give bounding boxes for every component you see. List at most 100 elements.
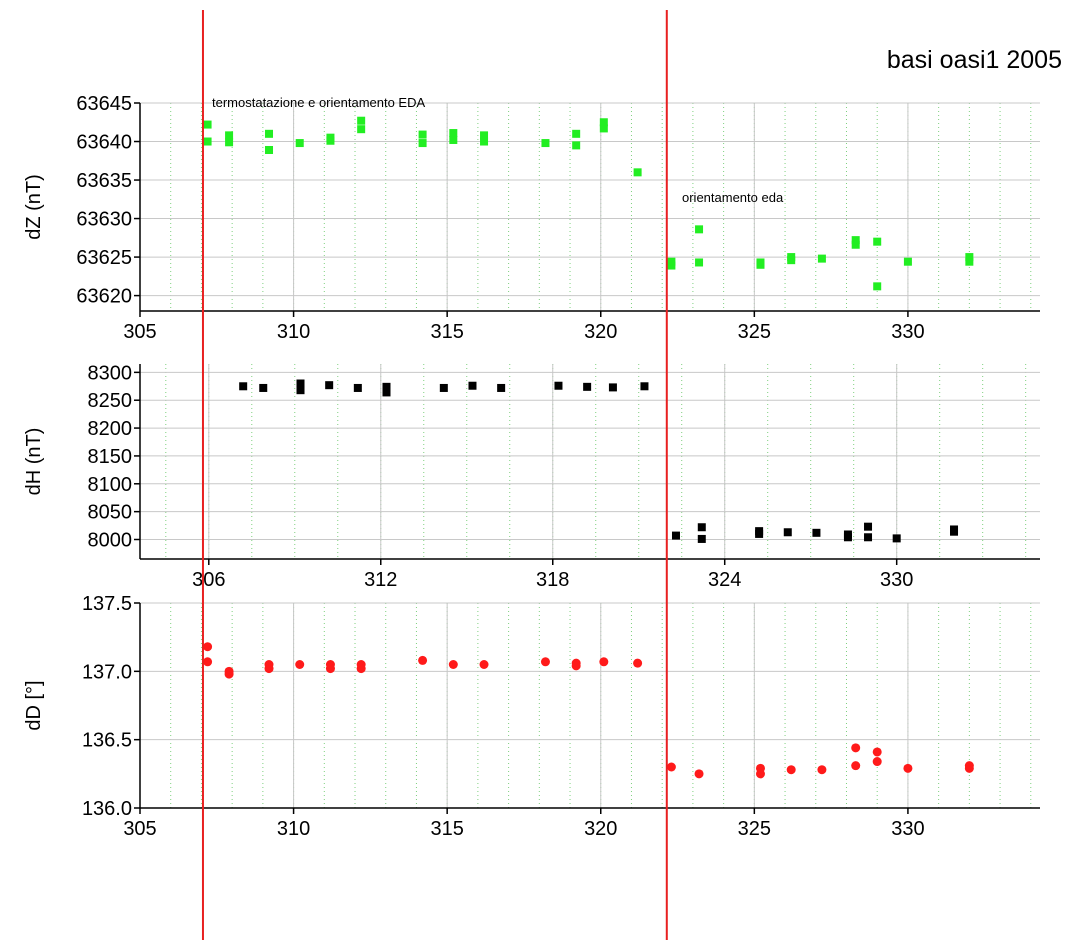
data-point (873, 237, 882, 246)
data-point (572, 129, 581, 138)
data-point (903, 763, 913, 773)
data-point (418, 139, 427, 148)
data-point (787, 256, 796, 265)
data-point (599, 118, 608, 127)
y-tick-label: 137.0 (82, 661, 132, 683)
x-tick-label: 325 (738, 321, 771, 343)
data-point (583, 382, 592, 391)
data-point (667, 261, 676, 270)
y-tick-label: 63630 (76, 209, 132, 231)
data-point (599, 657, 609, 667)
data-point (326, 136, 335, 145)
data-point (296, 386, 305, 395)
y-axis-title: dH (nT) (23, 428, 45, 496)
dd-panel: 136.0 136.5 137.0 137.5 305 310 315 320 325 330 dD… (23, 593, 1040, 840)
y-tick-label: 8200 (88, 418, 133, 440)
x-tick-label: 330 (891, 321, 924, 343)
data-point (755, 529, 764, 538)
x-tick-label: 320 (584, 818, 617, 840)
data-point (203, 657, 213, 667)
data-point (497, 383, 506, 392)
x-tick-label: 310 (277, 321, 310, 343)
y-tick-label: 8300 (88, 362, 133, 384)
x-tick-label: 315 (430, 321, 463, 343)
data-point (203, 642, 213, 652)
data-point (357, 116, 366, 125)
data-point (599, 124, 608, 133)
annotation-right-event: orientamento eda (682, 190, 784, 205)
data-point (694, 769, 704, 779)
data-point (239, 382, 248, 391)
y-axis-title: dZ (nT) (23, 174, 45, 240)
data-point (640, 382, 649, 391)
y-tick-label: 8000 (88, 530, 133, 552)
data-point (439, 383, 448, 392)
y-tick-label: 63635 (76, 170, 132, 192)
data-point (756, 260, 765, 269)
data-point (571, 661, 581, 671)
data-point (554, 381, 563, 390)
data-point (851, 240, 860, 249)
data-point (572, 141, 581, 150)
data-point (786, 765, 796, 775)
y-tick-label: 63625 (76, 247, 132, 269)
data-point (225, 131, 234, 140)
data-point (265, 129, 274, 138)
data-point (872, 747, 882, 757)
data-point (812, 528, 821, 537)
y-tick-label: 137.5 (82, 593, 132, 615)
data-point (356, 664, 366, 674)
annotation-left-event: termostatazione e orientamento EDA (212, 95, 425, 110)
data-point (264, 664, 274, 674)
y-tick-label: 8250 (88, 390, 133, 412)
data-point (295, 660, 305, 669)
x-tick-label: 330 (891, 818, 924, 840)
y-axis-title: dD [°] (23, 680, 45, 730)
y-tick-label: 63620 (76, 286, 132, 308)
data-point (480, 131, 489, 140)
data-point (296, 379, 305, 388)
data-point (892, 534, 901, 543)
data-point (965, 253, 974, 262)
data-point (203, 120, 212, 129)
x-tick-label: 315 (430, 818, 463, 840)
data-point (633, 168, 642, 177)
data-point (295, 139, 304, 148)
data-point (540, 657, 550, 667)
data-point (449, 135, 458, 144)
data-point (864, 522, 873, 531)
x-tick-label: 305 (123, 321, 156, 343)
data-point (325, 664, 335, 674)
data-point (259, 383, 268, 392)
dh-panel: 8000 8050 8100 8150 8200 8250 8300 306 312 318 324… (23, 362, 1040, 591)
data-point (448, 660, 458, 669)
x-tick-label: 330 (880, 569, 913, 591)
data-point (964, 763, 974, 773)
data-point (695, 225, 704, 234)
x-tick-label: 325 (738, 818, 771, 840)
data-point (851, 761, 861, 771)
y-tick-label: 8100 (88, 474, 133, 496)
y-tick-label: 8150 (88, 446, 133, 468)
data-point (695, 258, 704, 267)
data-point (755, 769, 765, 779)
data-point (325, 381, 334, 390)
data-point (872, 757, 882, 767)
y-tick-label: 63640 (76, 132, 132, 154)
data-point (480, 137, 489, 146)
data-point (418, 655, 428, 665)
x-tick-label: 320 (584, 321, 617, 343)
x-tick-label: 306 (192, 569, 225, 591)
event-lines (201, 10, 668, 940)
data-point (225, 138, 234, 147)
data-point (697, 534, 706, 543)
y-tick-label: 63645 (76, 93, 132, 115)
data-point (965, 257, 974, 266)
data-point (418, 130, 427, 139)
y-tick-label: 8050 (88, 502, 133, 524)
data-point (903, 257, 912, 266)
data-point (671, 531, 680, 540)
data-point (203, 137, 212, 146)
data-point (468, 381, 477, 390)
